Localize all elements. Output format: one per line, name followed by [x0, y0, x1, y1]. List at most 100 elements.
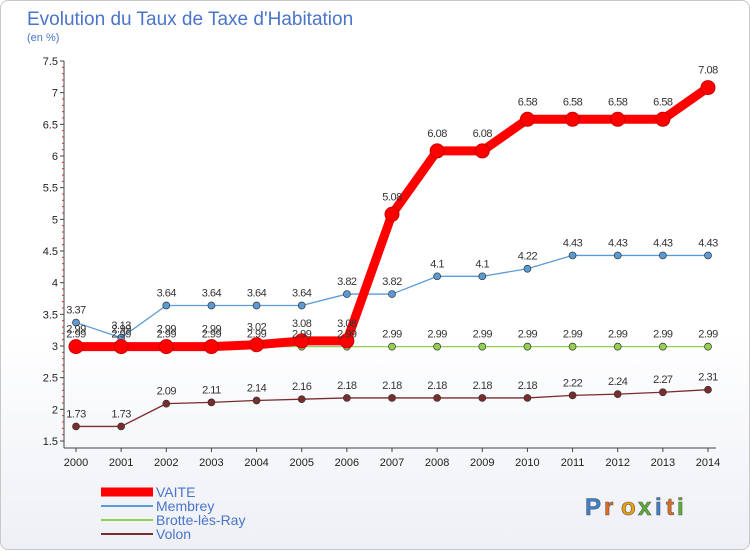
data-point-brotte-l-s-ray — [388, 342, 396, 351]
data-label-membrey: 3.13 — [111, 320, 131, 332]
data-label-vaite: 5.08 — [382, 191, 402, 203]
x-tick-label: 2008 — [425, 457, 449, 469]
data-label-vaite: 7.08 — [698, 65, 718, 77]
data-point-volon — [72, 422, 80, 431]
data-point-membrey — [568, 251, 577, 260]
data-label-brotte-l-s-ray: 2.99 — [427, 329, 447, 341]
data-label-volon: 2.11 — [202, 384, 221, 396]
data-label-membrey: 4.43 — [608, 237, 628, 249]
y-tick-label: 3.5 — [43, 309, 58, 321]
data-point-vaite — [339, 333, 355, 349]
brand-letter: P — [585, 494, 601, 521]
x-tick-label: 2001 — [109, 457, 133, 469]
data-point-membrey — [523, 264, 532, 273]
data-label-brotte-l-s-ray: 2.99 — [292, 329, 312, 341]
data-label-volon: 2.22 — [563, 377, 583, 389]
data-label-membrey: 3.64 — [292, 287, 312, 299]
chart-subtitle: (en %) — [27, 32, 59, 44]
data-label-membrey: 4.43 — [563, 237, 583, 249]
data-label-membrey: 4.1 — [430, 258, 444, 270]
data-point-membrey — [659, 251, 667, 260]
y-tick-label: 6 — [52, 151, 58, 163]
data-label-volon: 2.18 — [382, 380, 402, 392]
chart-title: Evolution du Taux de Taxe d'Habitation — [27, 9, 353, 30]
data-point-volon — [568, 391, 577, 400]
data-label-membrey: 4.43 — [653, 237, 673, 249]
data-label-brotte-l-s-ray: 2.99 — [202, 329, 222, 341]
data-label-vaite: 6.08 — [427, 128, 447, 140]
x-tick-label: 2002 — [154, 457, 178, 469]
x-tick-label: 2005 — [289, 457, 313, 469]
data-point-vaite — [249, 337, 265, 353]
data-label-volon: 2.18 — [518, 380, 538, 392]
data-point-vaite — [429, 143, 445, 159]
data-label-membrey: 3.64 — [202, 287, 222, 299]
data-point-brotte-l-s-ray — [478, 342, 487, 351]
data-point-vaite — [610, 111, 626, 127]
data-point-volon — [343, 394, 351, 402]
data-point-volon — [478, 394, 487, 402]
data-point-volon — [388, 394, 396, 402]
legend-label-vaite: VAITE — [156, 484, 195, 500]
data-point-volon — [207, 398, 216, 407]
x-tick-label: 2013 — [651, 457, 675, 469]
data-point-membrey — [704, 251, 712, 260]
data-label-membrey: 3.64 — [247, 287, 267, 299]
data-label-brotte-l-s-ray: 2.99 — [563, 329, 583, 341]
data-label-brotte-l-s-ray: 2.99 — [337, 329, 357, 341]
data-point-vaite — [655, 111, 671, 127]
data-label-vaite: 3.08 — [292, 318, 312, 330]
data-point-membrey — [388, 290, 396, 298]
data-label-brotte-l-s-ray: 2.99 — [247, 329, 267, 341]
data-point-brotte-l-s-ray — [659, 342, 667, 351]
data-label-volon: 2.31 — [698, 372, 718, 384]
x-tick-label: 2007 — [380, 457, 404, 469]
data-label-volon: 2.18 — [473, 380, 493, 392]
data-label-vaite: 2.99 — [202, 324, 222, 336]
data-point-membrey — [162, 301, 171, 310]
y-tick-label: 6.5 — [43, 119, 58, 131]
data-label-membrey: 3.82 — [382, 276, 402, 288]
data-point-vaite — [203, 339, 219, 355]
data-point-vaite — [474, 143, 490, 159]
data-label-membrey: 4.1 — [475, 258, 489, 270]
brand-letter: t — [666, 494, 674, 521]
y-tick-label: 1.5 — [43, 436, 58, 448]
data-point-volon — [252, 396, 261, 405]
data-point-volon — [659, 388, 667, 397]
data-point-membrey — [252, 301, 261, 310]
data-point-vaite — [113, 339, 129, 355]
data-point-vaite — [158, 339, 174, 355]
data-point-volon — [117, 422, 125, 431]
brand-letter: r — [604, 494, 613, 521]
data-label-vaite: 2.99 — [157, 324, 177, 336]
data-point-membrey — [72, 318, 80, 327]
x-tick-label: 2000 — [64, 457, 88, 469]
data-point-brotte-l-s-ray — [704, 342, 712, 351]
data-label-brotte-l-s-ray: 2.99 — [111, 329, 131, 341]
data-label-brotte-l-s-ray: 2.99 — [608, 329, 628, 341]
data-point-vaite — [384, 206, 400, 222]
data-label-brotte-l-s-ray: 2.99 — [698, 329, 718, 341]
data-label-vaite: 6.58 — [653, 96, 673, 108]
data-label-brotte-l-s-ray: 2.99 — [382, 329, 402, 341]
data-point-brotte-l-s-ray — [568, 342, 577, 351]
legend-label-membrey: Membrey — [156, 498, 214, 514]
data-point-vaite — [700, 80, 716, 96]
brand-letter: i — [677, 494, 684, 521]
brand-letter: i — [655, 494, 662, 521]
data-point-vaite — [519, 111, 535, 127]
y-tick-label: 4 — [52, 278, 58, 290]
y-tick-label: 7 — [52, 88, 58, 100]
x-tick-label: 2006 — [335, 457, 359, 469]
y-tick-label: 3 — [52, 341, 58, 353]
data-label-vaite: 2.99 — [111, 324, 131, 336]
data-label-volon: 2.09 — [157, 386, 177, 398]
data-label-brotte-l-s-ray: 2.99 — [66, 329, 86, 341]
x-tick-label: 2004 — [244, 457, 268, 469]
x-tick-label: 2014 — [696, 457, 720, 469]
data-point-membrey — [297, 301, 306, 310]
data-point-brotte-l-s-ray — [613, 342, 622, 351]
